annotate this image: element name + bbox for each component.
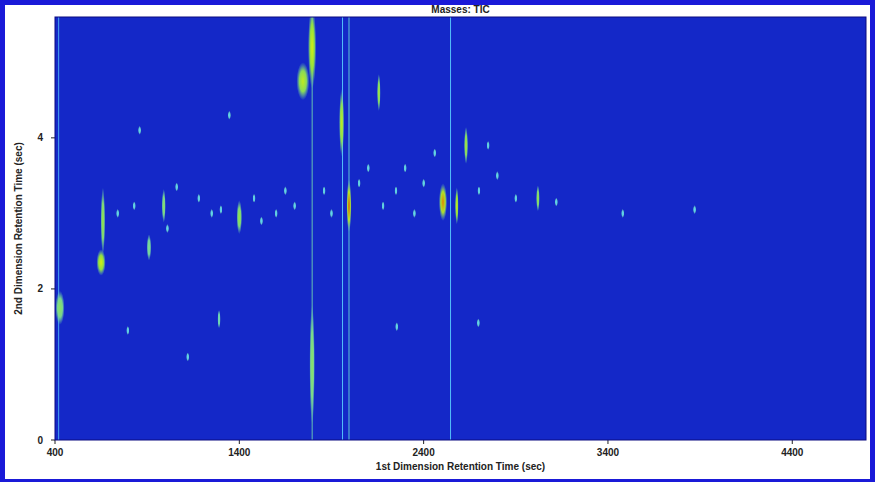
x-tick [239, 440, 240, 444]
y-tick [51, 288, 55, 289]
peak [237, 200, 243, 234]
y-tick [51, 440, 55, 441]
peak [455, 187, 459, 225]
peak [55, 291, 64, 325]
peak [487, 141, 490, 150]
y-tick-label: 2 [37, 283, 43, 294]
streak [450, 17, 452, 440]
peak [96, 249, 105, 275]
peak [404, 164, 407, 173]
peak [358, 179, 361, 188]
peak [217, 310, 220, 329]
peak [413, 209, 416, 218]
peak [367, 164, 370, 173]
x-tick-label: 4400 [781, 447, 804, 458]
peak [309, 304, 315, 425]
peak [293, 201, 296, 210]
peak [260, 216, 263, 225]
x-tick [55, 440, 56, 444]
peak [377, 74, 381, 112]
y-tick-label: 0 [37, 435, 43, 446]
peak [126, 326, 129, 335]
plot-frame [55, 17, 866, 440]
title: Masses: TIC [431, 4, 489, 15]
peak [323, 186, 326, 195]
peak [536, 185, 540, 211]
peak [284, 186, 287, 195]
peak [166, 224, 169, 233]
peak [621, 209, 624, 218]
peak [555, 198, 558, 207]
x-tick-label: 400 [47, 447, 64, 458]
y-tick-label: 4 [37, 132, 43, 143]
peak [514, 194, 517, 203]
peak [197, 194, 200, 203]
peak [422, 179, 425, 188]
peak [477, 318, 480, 327]
x-axis-title: 1st Dimension Retention Time (sec) [376, 461, 545, 472]
peak [477, 186, 480, 195]
peak [116, 209, 119, 218]
chart: Masses: TIC 400 1400 2400 3400 4400 0 2 4 1st Dim… [0, 0, 875, 482]
frame [3, 3, 873, 482]
peak [296, 62, 309, 100]
peak [147, 234, 152, 260]
peak [138, 126, 141, 135]
peak [252, 194, 255, 203]
y-axis-title: 2nd Dimension Retention Time (sec) [13, 142, 24, 315]
peak [101, 187, 106, 255]
peak [186, 352, 189, 361]
streak [342, 17, 344, 440]
peak [330, 209, 333, 218]
peak [228, 111, 231, 120]
peak [219, 205, 222, 214]
plot-background [55, 17, 866, 440]
peak [433, 148, 436, 157]
peak [693, 205, 696, 214]
peak [496, 171, 499, 180]
peak [395, 322, 398, 331]
x-tick [792, 440, 793, 444]
x-tick-label: 3400 [597, 447, 620, 458]
peak [162, 189, 166, 223]
peak [381, 201, 384, 210]
y-tick [51, 137, 55, 138]
x-tick-label: 2400 [413, 447, 436, 458]
x-tick [423, 440, 424, 444]
peak [439, 183, 447, 221]
x-tick-label: 1400 [228, 447, 251, 458]
streak [58, 17, 60, 440]
plot-marks [55, 17, 696, 440]
peak [275, 209, 278, 218]
peak [464, 127, 468, 165]
peak [210, 209, 213, 218]
peak [133, 201, 136, 210]
x-tick [607, 440, 608, 444]
peak [346, 179, 351, 232]
peak [394, 186, 397, 195]
peak [339, 89, 344, 157]
peak [175, 182, 178, 191]
